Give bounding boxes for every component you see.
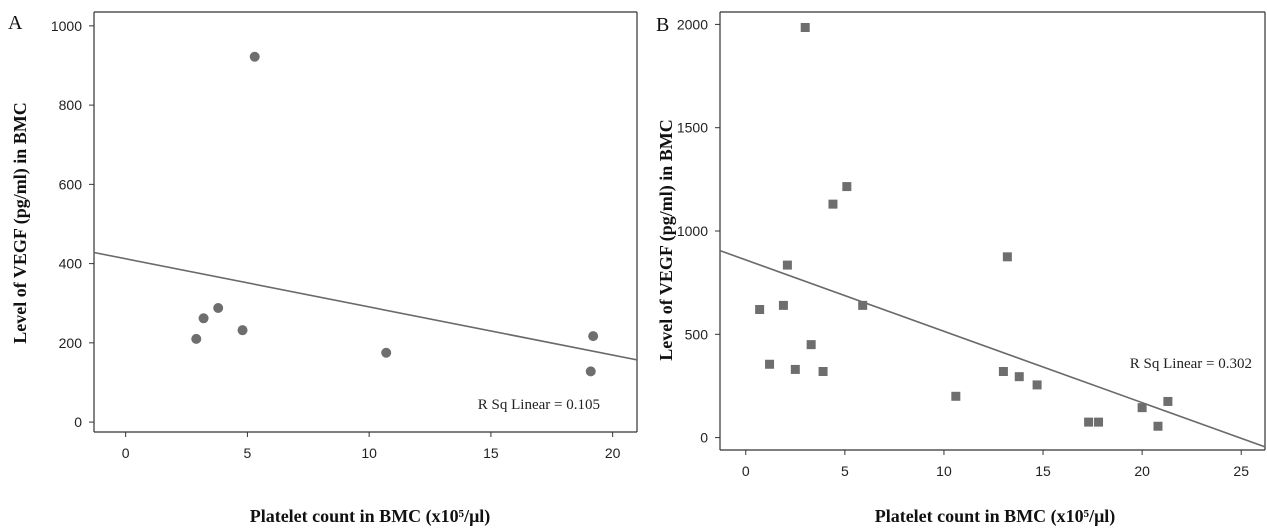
panel-b-data-point (1084, 417, 1094, 427)
panel-b-data-point (1137, 403, 1147, 413)
panel-b-y-tick-label: 0 (700, 430, 708, 446)
panel-a-y-axis-title: Level of VEGF (pg/ml) in BMC (10, 102, 31, 344)
panel-a-y-tick-label: 0 (74, 414, 82, 430)
panel-a-data-point (585, 366, 596, 377)
panel-b-data-point (800, 22, 810, 32)
panel-a-data-point (198, 313, 209, 324)
panel-b-x-tick-label: 25 (1233, 463, 1249, 479)
panel-b-x-tick-label: 20 (1134, 463, 1150, 479)
panel-b-x-tick-label: 0 (742, 463, 750, 479)
panel-a-letter: A (8, 12, 23, 34)
panel-b-x-axis-title: Platelet count in BMC (x10⁵/μl) (875, 506, 1116, 527)
panel-b-data-point (842, 182, 852, 192)
panel-a-x-tick-label: 0 (122, 445, 130, 461)
panel-b-regression-line (719, 249, 1266, 448)
panel-b-data-point (790, 364, 800, 374)
panel-b-data-point (1032, 380, 1042, 390)
panel-b-data-point (998, 366, 1008, 376)
panel-b-data-point (951, 391, 961, 401)
panel-a-x-axis-title: Platelet count in BMC (x10⁵/μl) (250, 506, 491, 527)
panel-b-data-point (828, 199, 838, 209)
panel-b-data-point (1094, 417, 1104, 427)
panel-a-x-tick-label: 15 (483, 445, 499, 461)
panel-b-data-point (1153, 421, 1163, 431)
panel-a-y-tick-label: 800 (59, 97, 83, 113)
panel-b-x-tick-label: 15 (1035, 463, 1051, 479)
panel-a-x-tick-label: 5 (244, 445, 252, 461)
panel-a-x-tick-label: 10 (361, 445, 377, 461)
panel-b-data-point (765, 359, 775, 369)
panel-a-data-point (191, 333, 202, 344)
panel-a-y-tick-label: 400 (59, 256, 83, 272)
panel-b-data-point (1002, 252, 1012, 262)
panel-b: B 0 5 10 15 20 25 0 500 1000 1500 2000 R Sq Linear… (656, 11, 1266, 527)
panel-a-data-point (237, 325, 248, 336)
panel-b-data-point (1163, 396, 1173, 406)
panel-b-data-point (755, 305, 765, 315)
panel-a-y-tick-label: 200 (59, 335, 83, 351)
panel-a-data-point (249, 51, 260, 62)
panel-a-regression-line (93, 251, 638, 361)
panel-a-r-squared-annotation: R Sq Linear = 0.105 (478, 397, 600, 413)
panel-b-y-tick-label: 1500 (677, 120, 708, 136)
panel-b-letter: B (656, 14, 669, 36)
panel-b-y-tick-label: 500 (685, 326, 709, 342)
panel-a-y-tick-label: 1000 (51, 18, 82, 34)
panel-a-x-tick-label: 20 (605, 445, 621, 461)
panel-b-data-point (858, 300, 868, 310)
panel-b-data-point (778, 300, 788, 310)
panel-b-data-point (818, 366, 828, 376)
panel-b-x-tick-label: 5 (841, 463, 849, 479)
panel-b-y-tick-label: 2000 (677, 16, 708, 32)
panel-b-data-point (1014, 372, 1024, 382)
panel-a-data-point (213, 302, 224, 313)
panel-b-x-tick-label: 10 (936, 463, 952, 479)
panel-b-r-squared-annotation: R Sq Linear = 0.302 (1130, 356, 1252, 372)
panel-b-y-axis-title: Level of VEGF (pg/ml) in BMC (656, 119, 677, 361)
panel-a-y-tick-label: 600 (59, 176, 83, 192)
panel-b-data-point (782, 260, 792, 270)
panel-a-data-point (381, 347, 392, 358)
panel-b-data-point (806, 340, 816, 350)
panel-a-data-point (588, 331, 599, 342)
panel-b-y-tick-label: 1000 (677, 223, 708, 239)
